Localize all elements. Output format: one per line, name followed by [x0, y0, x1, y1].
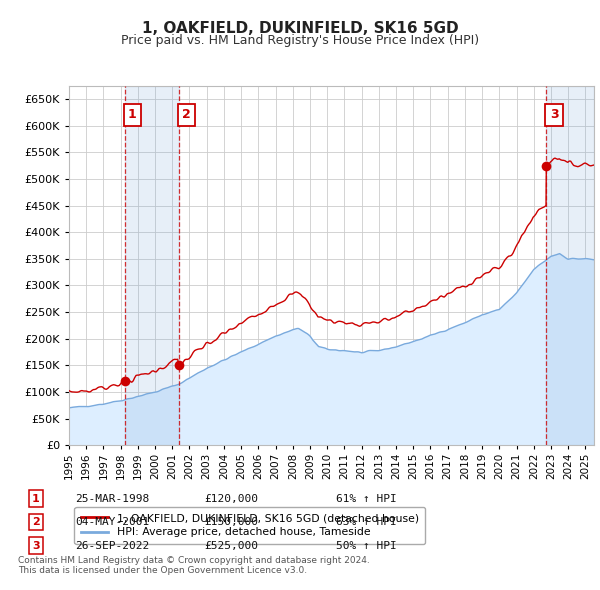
- Text: Contains HM Land Registry data © Crown copyright and database right 2024.
This d: Contains HM Land Registry data © Crown c…: [18, 556, 370, 575]
- Text: £525,000: £525,000: [204, 541, 258, 550]
- Text: 50% ↑ HPI: 50% ↑ HPI: [336, 541, 397, 550]
- Text: 1: 1: [128, 109, 137, 122]
- Text: £120,000: £120,000: [204, 494, 258, 503]
- Bar: [547, 86, 594, 445]
- Text: 3: 3: [32, 541, 40, 550]
- Text: £150,000: £150,000: [204, 517, 258, 527]
- Text: 3: 3: [550, 109, 559, 122]
- Text: 1: 1: [32, 494, 40, 503]
- Text: 26-SEP-2022: 26-SEP-2022: [75, 541, 149, 550]
- Text: Price paid vs. HM Land Registry's House Price Index (HPI): Price paid vs. HM Land Registry's House …: [121, 34, 479, 47]
- Text: 2: 2: [32, 517, 40, 527]
- Text: 25-MAR-1998: 25-MAR-1998: [75, 494, 149, 503]
- Text: 63% ↑ HPI: 63% ↑ HPI: [336, 517, 397, 527]
- Legend: 1, OAKFIELD, DUKINFIELD, SK16 5GD (detached house), HPI: Average price, detached: 1, OAKFIELD, DUKINFIELD, SK16 5GD (detac…: [74, 507, 425, 544]
- Text: 2: 2: [182, 109, 191, 122]
- Text: 1, OAKFIELD, DUKINFIELD, SK16 5GD: 1, OAKFIELD, DUKINFIELD, SK16 5GD: [142, 21, 458, 35]
- Text: 04-MAY-2001: 04-MAY-2001: [75, 517, 149, 527]
- Text: 61% ↑ HPI: 61% ↑ HPI: [336, 494, 397, 503]
- Bar: [125, 86, 179, 445]
